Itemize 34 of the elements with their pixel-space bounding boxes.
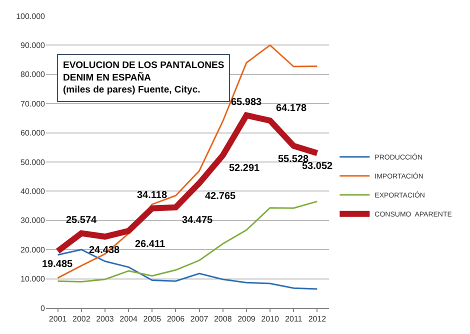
y-tick-label: 100.000 [16,12,46,21]
x-tick-label: 2011 [285,314,303,324]
y-tick-label: 50.000 [20,158,46,167]
x-tick-label: 2006 [166,314,186,324]
y-tick-label: 0 [40,304,46,313]
x-tick-label: 2005 [143,314,162,324]
x-tick-label: 2012 [308,314,327,324]
x-tick-label: 2008 [214,314,232,324]
data-label: 52.291 [229,163,260,174]
data-label: 25.574 [66,215,98,226]
x-tick-label: 2002 [72,314,91,324]
data-label: 34.475 [182,215,214,226]
y-tick-label: 90.000 [20,41,46,50]
x-tick-label: 2003 [96,314,114,324]
data-label: 42.765 [205,191,236,202]
y-tick-label: 60.000 [20,128,46,138]
x-tick-label: 2007 [190,314,209,324]
x-tick-label: 2010 [261,314,280,324]
y-tick-label: 40.000 [20,187,46,196]
y-tick-label: 80.000 [20,70,46,80]
text: EVOLUCION DE LOS PANTALONES DENIM EN ESPAÑA [63,60,224,84]
x-tick-label: 2009 [238,314,256,324]
y-tick-label: 70.000 [20,99,46,108]
x-tick-label: 2004 [120,314,138,324]
y-tick-label: 20.000 [20,245,46,254]
data-label: 65.983 [231,97,262,108]
y-tick-label: 30.000 [20,216,46,226]
data-label: 34.118 [137,190,168,201]
data-label: 64.178 [276,103,308,114]
x-tick-label: 2001 [48,314,68,324]
text: (miles de pares) Fuente, Cityc. [63,84,200,96]
y-tick-label: 10.000 [20,274,46,284]
data-label: 19.485 [42,259,74,270]
data-label: 26.411 [135,239,166,250]
